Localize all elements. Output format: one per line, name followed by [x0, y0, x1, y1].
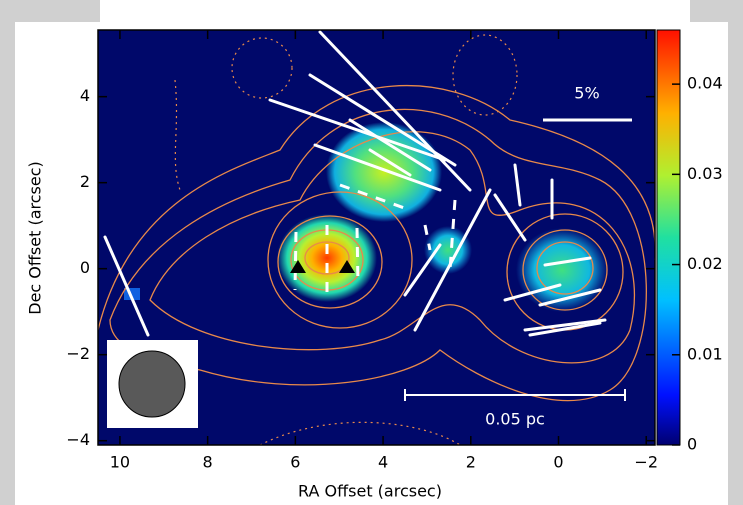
y-tick-label: 0 — [80, 258, 90, 277]
x-tick-label: 0 — [553, 453, 563, 472]
x-axis-label: RA Offset (arcsec) — [298, 482, 442, 501]
colorbar-tick-label: 0 — [687, 435, 697, 454]
y-tick-label: −2 — [66, 344, 90, 363]
frame — [728, 22, 743, 505]
colorbar-tick-label: 0.03 — [687, 164, 723, 183]
beam — [119, 351, 185, 417]
figure: 5% 0.05 pc RA Offset (arcsec) Dec Offset… — [0, 0, 743, 505]
y-axis-label: Dec Offset (arcsec) — [26, 161, 45, 315]
frame — [0, 0, 100, 22]
frame — [0, 22, 15, 505]
colorbar-tick-label: 0.04 — [687, 74, 723, 93]
colorbar-tick-label: 0.02 — [687, 254, 723, 273]
x-tick-label: 4 — [378, 453, 388, 472]
x-tick-label: −2 — [634, 453, 658, 472]
x-tick-label: 10 — [110, 453, 130, 472]
x-tick-label: 8 — [203, 453, 213, 472]
y-tick-label: 4 — [80, 86, 90, 105]
frame — [690, 0, 743, 22]
y-tick-label: −4 — [66, 430, 90, 449]
annotation: 5% — [574, 84, 599, 103]
y-tick-label: 2 — [80, 172, 90, 191]
colorbar-tick-label: 0.01 — [687, 344, 723, 363]
x-tick-label: 6 — [290, 453, 300, 472]
colorbar — [657, 30, 680, 445]
x-tick-label: 2 — [466, 453, 476, 472]
annotation: 0.05 pc — [485, 410, 545, 429]
